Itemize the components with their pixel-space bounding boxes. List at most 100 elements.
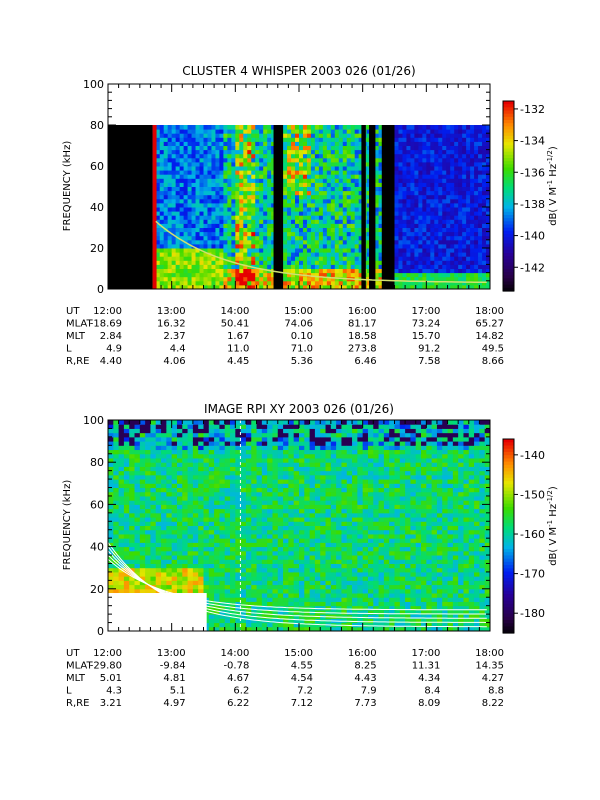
spectrogram-cell	[430, 207, 435, 212]
spectrogram-cell	[179, 264, 185, 269]
spectrogram-cell	[406, 264, 411, 269]
spectrogram-cell	[118, 445, 125, 451]
spectrogram-cell	[203, 202, 208, 208]
spectrogram-cell	[450, 211, 455, 216]
spectrogram-cell	[211, 231, 216, 237]
spectrogram-cell	[342, 219, 348, 224]
spectrogram-cell	[243, 125, 248, 130]
spectrogram-cell	[314, 137, 320, 142]
spectrogram-cell	[183, 215, 189, 220]
spectrogram-cell	[191, 149, 197, 155]
spectrogram-cell	[134, 479, 141, 484]
spectrogram-cell	[402, 202, 407, 208]
spectrogram-cell	[422, 284, 427, 290]
spectrogram-cell	[167, 198, 173, 204]
spectrogram-cell	[191, 170, 197, 175]
spectrogram-cell	[223, 198, 228, 204]
spectrogram-cell	[113, 487, 120, 493]
spectrogram-cell	[422, 239, 427, 245]
spectrogram-cell	[322, 170, 328, 175]
spectrogram-cell	[402, 174, 407, 179]
spectrogram-cell	[446, 137, 451, 142]
spectrogram-cell	[418, 243, 423, 249]
spectrogram-cell	[259, 129, 264, 134]
spectrogram-cell	[310, 235, 316, 241]
spectrogram-cell	[299, 243, 304, 249]
spectrogram-cell	[182, 495, 189, 501]
spectrogram-cell	[113, 470, 120, 476]
spectrogram-cell	[155, 517, 162, 522]
spectrogram-cell	[330, 133, 336, 138]
spectrogram-cell	[394, 178, 399, 183]
spectrogram-cell	[418, 170, 423, 175]
spectrogram-cell	[346, 178, 352, 183]
spectrogram-cell	[175, 145, 181, 151]
spectrogram-cell	[414, 198, 419, 204]
spectrogram-cell	[198, 470, 204, 476]
spectrogram-cell	[247, 207, 252, 212]
spectrogram-cell	[139, 432, 146, 438]
spectrogram-cell	[426, 243, 431, 249]
spectrogram-cell	[458, 223, 463, 228]
spectrogram-cell	[239, 284, 244, 290]
spectrogram-cell	[195, 186, 201, 192]
spectrogram-cell	[478, 207, 483, 212]
spectrogram-cell	[330, 260, 336, 265]
spectrogram-cell	[192, 555, 199, 560]
spectrogram-cell	[271, 182, 276, 187]
spectrogram-cell	[458, 268, 463, 274]
spectrogram-cell	[322, 129, 328, 134]
spectrogram-cell	[338, 157, 344, 163]
spectrogram-cell	[271, 133, 276, 138]
spectrogram-cell	[166, 483, 173, 489]
spectrogram-cell	[334, 145, 340, 151]
spectrogram-cell	[350, 198, 356, 204]
spectrogram-cell	[334, 178, 340, 183]
spectrogram-cell	[338, 145, 344, 151]
spectrogram-cell	[350, 129, 356, 134]
spectrogram-cell	[466, 182, 471, 187]
spectrogram-cell	[139, 584, 146, 590]
spectrogram-cell	[155, 584, 162, 590]
spectrogram-cell	[406, 202, 411, 208]
spectrogram-cell	[482, 239, 487, 245]
spectrogram-cell	[322, 137, 328, 142]
spectrogram-cell	[175, 227, 181, 233]
spectrogram-cell	[231, 215, 236, 220]
spectrogram-cell	[243, 235, 248, 241]
spectrogram-cell	[295, 280, 300, 286]
spectrogram-cell	[410, 133, 415, 138]
spectrogram-cell	[454, 174, 459, 179]
spectrogram-cell	[215, 149, 220, 155]
spectrogram-cell	[378, 280, 384, 286]
spectrogram-cell	[223, 157, 228, 163]
spectrogram-cell	[406, 243, 411, 249]
colorbar-segment	[503, 272, 514, 276]
spectrogram-cell	[430, 227, 435, 233]
spectrogram-cell	[145, 542, 151, 548]
spectrogram-cell	[191, 166, 197, 171]
spectrogram-cell	[322, 227, 328, 233]
spectrogram-cell	[251, 182, 256, 187]
spectrogram-cell	[167, 166, 173, 171]
spectrogram-cell	[155, 211, 161, 216]
spectrogram-cell	[134, 517, 141, 522]
spectrogram-cell	[287, 198, 292, 204]
spectrogram-cell	[318, 235, 324, 241]
spectrogram-cell	[338, 280, 344, 286]
spectrogram-cell	[171, 137, 177, 142]
spectrogram-cell	[470, 207, 475, 212]
spectrogram-cell	[243, 219, 248, 224]
spectrogram-cell	[183, 272, 189, 278]
spectrogram-cell	[166, 449, 173, 455]
spectrogram-cell	[346, 227, 352, 233]
spectrogram-cell	[159, 239, 165, 245]
spectrogram-cell	[287, 223, 292, 228]
spectrogram-cell	[235, 202, 240, 208]
spectrogram-cell	[235, 174, 240, 179]
spectrogram-cell	[219, 145, 224, 151]
spectrogram-cell	[123, 508, 130, 514]
spectrogram-cell	[183, 157, 189, 163]
spectrogram-cell	[166, 563, 173, 569]
spectrogram-cell	[306, 125, 312, 130]
